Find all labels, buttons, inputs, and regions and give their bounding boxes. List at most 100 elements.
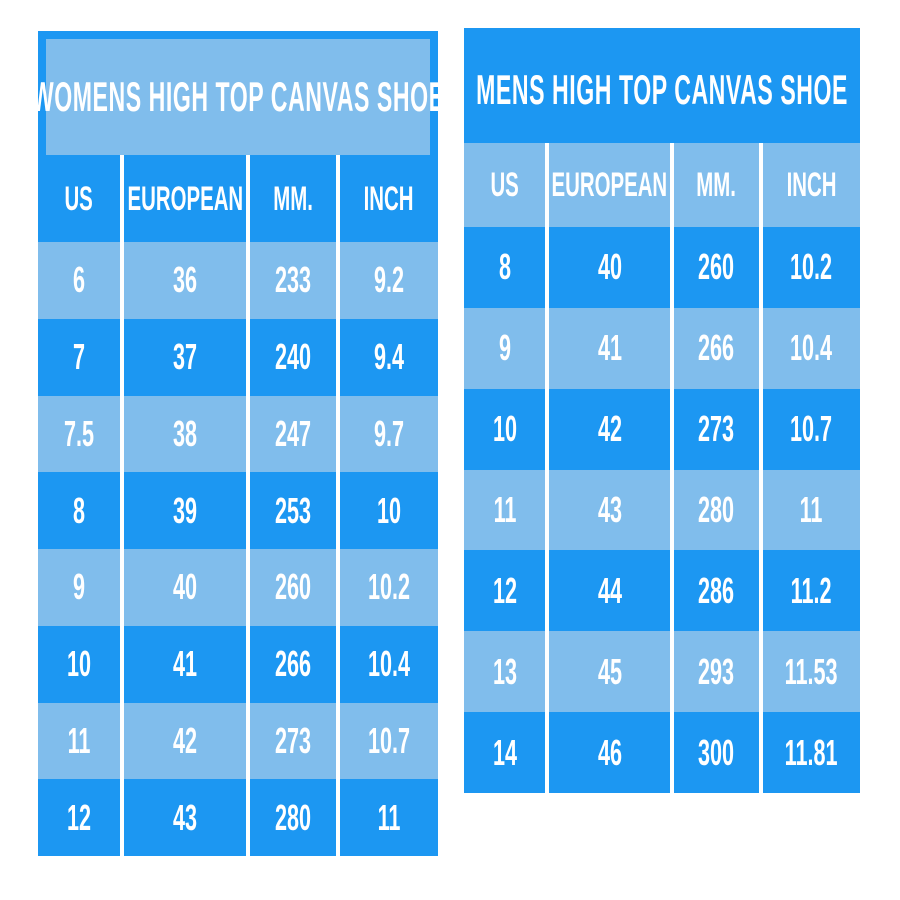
table-cell-text: 41 [172, 643, 198, 685]
table-row: 10 41 266 10.4 [38, 625, 438, 703]
table-cell: 11.81 [759, 712, 860, 794]
table-cell: 266 [669, 307, 759, 389]
table-cell: 273 [246, 702, 336, 780]
table-row: 13 45 293 11.53 [464, 631, 860, 713]
table-cell: 46 [545, 712, 670, 794]
table-cell-text: 40 [597, 246, 622, 288]
table-cell: 260 [246, 549, 336, 626]
table-cell-text: 11 [67, 719, 91, 761]
table-cell: 253 [246, 472, 336, 549]
table-body: 6 36 233 9.2 7 37 240 9.4 7.5 38 247 9.7 8 39 253 10 9 40… [38, 242, 438, 856]
table-cell: 40 [120, 549, 246, 626]
table-body: 8 40 260 10.2 9 41 266 10.4 10 42 273 10.7 11 43 280 11… [464, 227, 860, 794]
table-cell-text: 8 [498, 246, 511, 288]
table-cell-text: 46 [597, 731, 622, 773]
table-cell-text: 42 [597, 408, 622, 450]
table-row: 10 42 273 10.7 [464, 388, 860, 470]
table-cell: 36 [120, 242, 246, 319]
table-cell: 42 [120, 702, 246, 780]
table-cell: 10 [38, 626, 120, 703]
table-cell: 8 [38, 472, 120, 549]
table-cell: 10.7 [336, 702, 438, 780]
table-cell-text: 44 [597, 569, 622, 611]
table-cell: 293 [669, 631, 759, 713]
table-cell-text: 266 [698, 327, 735, 369]
table-cell: 44 [545, 550, 670, 632]
table-cell-text: 10 [66, 643, 92, 685]
table-cell: 240 [246, 318, 336, 396]
table-cell: 11 [336, 779, 438, 856]
column-header-inch: INCH [759, 143, 860, 227]
table-cell-text: 11.53 [785, 650, 838, 692]
table-cell-text: 300 [698, 731, 735, 773]
column-header-text: US [64, 179, 94, 218]
table-cell-text: 10 [376, 489, 402, 531]
table-cell-text: 280 [698, 489, 735, 530]
table-cell-text: 38 [172, 412, 198, 454]
table-cell: 14 [464, 712, 545, 793]
table-row: 8 40 260 10.2 [464, 227, 860, 308]
table-cell: 7 [38, 319, 120, 396]
table-cell-text: 260 [698, 246, 735, 288]
table-cell-text: 253 [274, 489, 312, 531]
table-cell: 11 [38, 703, 120, 780]
table-cell: 273 [669, 388, 759, 470]
table-cell: 42 [545, 388, 670, 470]
table-cell-text: 11 [493, 489, 516, 530]
table-cell: 38 [120, 395, 246, 473]
table-cell-text: 13 [492, 650, 517, 692]
table-cell-text: 12 [492, 569, 517, 611]
table-cell-text: 233 [274, 259, 312, 301]
table-cell-text: 10.4 [790, 327, 833, 369]
table-cell-text: 260 [274, 566, 312, 608]
table-cell-text: 280 [274, 796, 312, 838]
column-header-text: MM. [696, 166, 737, 204]
table-row: 11 42 273 10.7 [38, 702, 438, 780]
table-cell-text: 273 [698, 408, 735, 450]
table-cell-text: 6 [72, 259, 86, 301]
table-cell: 8 [464, 227, 545, 308]
table-cell-text: 11.81 [785, 731, 838, 773]
column-header-mm: MM. [669, 143, 759, 227]
table-cell: 10.2 [336, 549, 438, 626]
table-cell-text: 9.4 [373, 336, 405, 378]
column-header-us: US [38, 155, 120, 242]
table-cell-text: 42 [172, 719, 198, 761]
table-cell-text: 10.4 [367, 643, 411, 685]
table-title: WOMENS HIGH TOP CANVAS SHOE [32, 39, 444, 155]
table-row: 12 43 280 11 [38, 779, 438, 856]
table-cell-text: 10 [492, 408, 517, 450]
table-cell: 10.4 [759, 307, 860, 389]
table-cell: 43 [120, 779, 246, 856]
table-cell: 39 [120, 472, 246, 549]
table-cell-text: 40 [172, 566, 198, 608]
table-cell: 260 [669, 227, 759, 308]
table-cell: 6 [38, 242, 120, 319]
table-cell: 9.4 [336, 318, 438, 396]
table-cell-text: 10.7 [790, 408, 833, 450]
table-cell-text: 286 [698, 569, 735, 611]
column-header-text: US [490, 166, 519, 204]
table-title: MENS HIGH TOP CANVAS SHOE [472, 36, 852, 143]
table-cell-text: 14 [492, 731, 517, 773]
table-cell-text: 41 [597, 327, 622, 369]
table-cell-text: 10.2 [790, 246, 833, 288]
table-cell-text: 273 [274, 719, 312, 761]
column-header-mm: MM. [246, 155, 336, 242]
table-cell-text: 36 [172, 259, 198, 301]
column-header-inch: INCH [336, 155, 438, 242]
table-title-text: WOMENS HIGH TOP CANVAS SHOE [31, 73, 445, 120]
table-cell: 10 [464, 389, 545, 470]
table-cell-text: 39 [172, 489, 198, 531]
table-cell-text: 293 [698, 650, 735, 692]
table-cell: 9 [38, 549, 120, 626]
table-title-wrap: MENS HIGH TOP CANVAS SHOE [464, 28, 860, 143]
table-cell-text: 11 [800, 489, 823, 530]
table-cell-text: 9 [72, 566, 86, 608]
table-row: 12 44 286 11.2 [464, 550, 860, 632]
table-cell: 43 [545, 469, 670, 551]
table-row: 11 43 280 11 [464, 469, 860, 551]
table-cell: 11.2 [759, 550, 860, 632]
column-header-text: MM. [273, 179, 313, 218]
table-cell-text: 8 [72, 489, 86, 531]
